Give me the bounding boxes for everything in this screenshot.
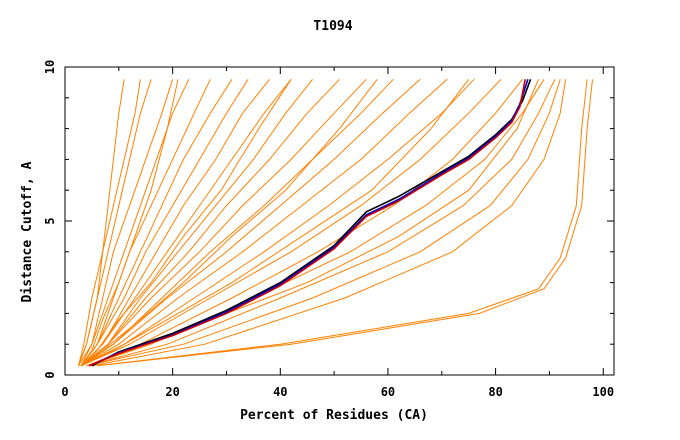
chart-title: T1094 [313, 19, 352, 34]
series-line-16 [80, 78, 502, 367]
y-tick-label-0: 0 [43, 371, 57, 378]
series-line-8 [80, 78, 292, 367]
series-line-28 [80, 78, 470, 367]
x-tick-label-80: 80 [488, 385, 502, 399]
x-tick-label-0: 0 [61, 385, 68, 399]
x-tick-label-60: 60 [381, 385, 395, 399]
series-line-22 [97, 79, 588, 367]
series-line-17 [86, 78, 523, 367]
series-line-25 [80, 79, 179, 367]
series-line-4 [80, 79, 211, 367]
series-line-19 [86, 79, 556, 367]
series-line-2 [78, 79, 174, 367]
series-line-12 [80, 78, 394, 367]
series-line-14 [80, 78, 448, 367]
x-tick-label-20: 20 [165, 385, 179, 399]
x-tick-label-100: 100 [592, 385, 614, 399]
series-line-9 [80, 78, 313, 367]
series-line-13 [80, 78, 421, 367]
series-line-24 [78, 79, 141, 366]
x-axis-label: Percent of Residues (CA) [240, 408, 428, 423]
series-line-5 [80, 79, 233, 367]
series-line-6 [80, 79, 249, 367]
series-line-10 [80, 78, 340, 367]
series-line-21 [91, 79, 567, 367]
series-line-23 [97, 79, 593, 367]
series-line-30 [91, 79, 532, 367]
series-line-20 [86, 79, 561, 367]
y-tick-label-10: 10 [43, 60, 57, 74]
series-line-11 [80, 78, 367, 367]
series-line-15 [80, 78, 475, 367]
series-line-3 [80, 79, 190, 367]
y-axis-label: Distance Cutoff, A [20, 161, 35, 302]
series-line-27 [80, 78, 378, 367]
y-tick-label-5: 5 [43, 217, 57, 224]
series-line-26 [80, 79, 292, 367]
tick-layer: 0 20 40 60 80 100 0 5 10 [43, 60, 614, 399]
series-line-1 [78, 79, 152, 366]
series-layer [78, 78, 593, 367]
series-line-32 [88, 79, 526, 367]
x-tick-label-40: 40 [273, 385, 287, 399]
